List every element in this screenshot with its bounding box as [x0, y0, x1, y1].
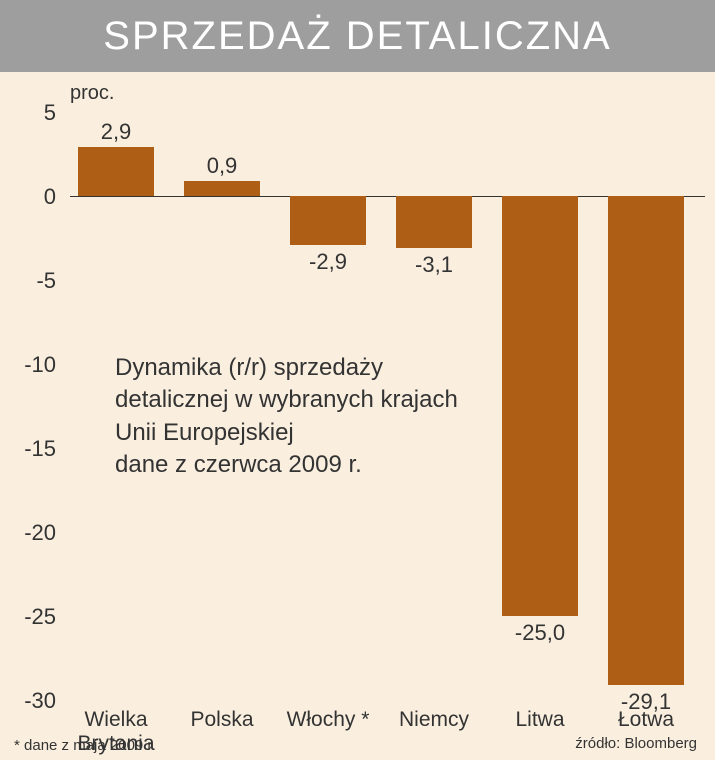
- chart-plot-area: proc. Dynamika (r/r) sprzedaży detaliczn…: [0, 72, 715, 760]
- annotation-line: dane z czerwca 2009 r.: [115, 449, 458, 481]
- bar: [290, 196, 366, 245]
- chart-container: SPRZEDAŻ DETALICZNA proc. Dynamika (r/r)…: [0, 0, 715, 760]
- y-tick-label: -10: [8, 352, 56, 378]
- annotation-line: Dynamika (r/r) sprzedaży: [115, 352, 458, 384]
- bar: [502, 196, 578, 616]
- bar: [396, 196, 472, 248]
- source-label: źródło: Bloomberg: [575, 735, 697, 752]
- bar-value-label: -25,0: [492, 620, 588, 646]
- category-label: Łotwa: [596, 708, 696, 732]
- title-bar: SPRZEDAŻ DETALICZNA: [0, 0, 715, 72]
- bar: [184, 181, 260, 196]
- bar-value-label: 0,9: [174, 153, 270, 179]
- annotation-line: detalicznej w wybranych krajach: [115, 384, 458, 416]
- bar: [608, 196, 684, 685]
- y-tick-label: -15: [8, 436, 56, 462]
- category-label: Włochy *: [278, 708, 378, 732]
- y-axis-unit-label: proc.: [70, 82, 114, 105]
- annotation-line: Unii Europejskiej: [115, 417, 458, 449]
- bar-value-label: 2,9: [68, 119, 164, 145]
- category-label: WielkaBrytania: [66, 708, 166, 756]
- chart-title: SPRZEDAŻ DETALICZNA: [103, 14, 611, 59]
- y-tick-label: -20: [8, 520, 56, 546]
- category-label: Niemcy: [384, 708, 484, 732]
- category-label: Polska: [172, 708, 272, 732]
- bar-value-label: -3,1: [386, 252, 482, 278]
- y-tick-label: -30: [8, 688, 56, 714]
- chart-annotation: Dynamika (r/r) sprzedaży detalicznej w w…: [115, 352, 458, 482]
- bar: [78, 147, 154, 196]
- y-tick-label: 0: [8, 184, 56, 210]
- y-tick-label: -25: [8, 604, 56, 630]
- y-tick-label: -5: [8, 268, 56, 294]
- y-tick-label: 5: [8, 100, 56, 126]
- category-label: Litwa: [490, 708, 590, 732]
- bar-value-label: -2,9: [280, 249, 376, 275]
